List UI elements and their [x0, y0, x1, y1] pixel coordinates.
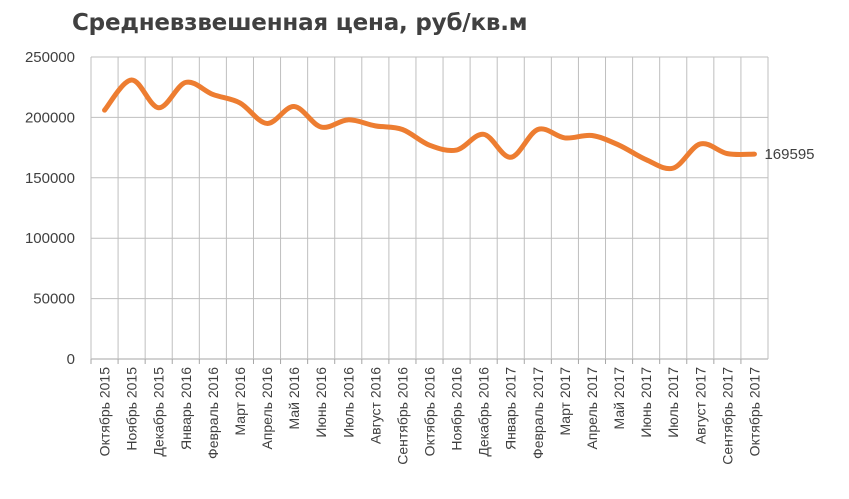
x-tick-label: Апрель 2016: [259, 367, 275, 450]
x-tick-label: Октябрь 2016: [422, 367, 438, 457]
x-axis: Октябрь 2015 Ноябрь 2015 Декабрь 2015 Январ…: [90, 359, 762, 465]
x-tick-label: Февраль 2017: [530, 367, 546, 459]
y-tick-label: 0: [67, 351, 75, 368]
x-tick-label: Август 2016: [367, 367, 383, 444]
x-tick-label: Март 2017: [557, 367, 573, 436]
x-tick-label: Август 2017: [692, 367, 708, 444]
y-tick-label: 150000: [25, 170, 75, 187]
y-tick-label: 200000: [25, 109, 75, 126]
x-tick-label: Май 2017: [611, 367, 627, 430]
x-tick-label: Июнь 2017: [638, 367, 654, 438]
x-tick-label: Декабрь 2015: [151, 367, 167, 457]
x-tick-label: Июнь 2016: [313, 367, 329, 438]
x-tick-label: Сентябрь 2016: [394, 367, 410, 465]
x-tick-label: Апрель 2017: [584, 367, 600, 450]
x-tick-label: Январь 2016: [178, 367, 194, 450]
y-tick-label: 100000: [25, 230, 75, 247]
x-tick-label: Март 2016: [232, 367, 248, 436]
x-tick-label: Сентябрь 2017: [719, 367, 735, 465]
chart-title: Средневзвешенная цена, руб/кв.м: [72, 10, 528, 36]
y-tick-label: 250000: [25, 49, 75, 66]
gridlines: [90, 56, 769, 360]
x-tick-label: Ноябрь 2016: [449, 367, 465, 451]
y-axis: 0 50000 100000 150000 200000 250000: [25, 49, 75, 368]
end-data-label: 169595: [764, 146, 814, 163]
x-tick-label: Июль 2016: [340, 367, 356, 438]
x-tick-label: Декабрь 2016: [476, 367, 492, 457]
x-tick-label: Ноябрь 2015: [124, 367, 140, 451]
x-tick-label: Январь 2017: [503, 367, 519, 450]
x-tick-label: Октябрь 2015: [97, 367, 113, 457]
series-line: [102, 77, 757, 172]
x-tick-label: Октябрь 2017: [746, 367, 762, 457]
series-group: [102, 77, 757, 172]
y-tick-label: 50000: [33, 291, 75, 308]
data-labels: 169595: [764, 146, 814, 163]
x-tick-label: Июль 2017: [665, 367, 681, 438]
x-tick-label: Февраль 2016: [205, 367, 221, 459]
x-tick-label: Май 2016: [286, 367, 302, 430]
